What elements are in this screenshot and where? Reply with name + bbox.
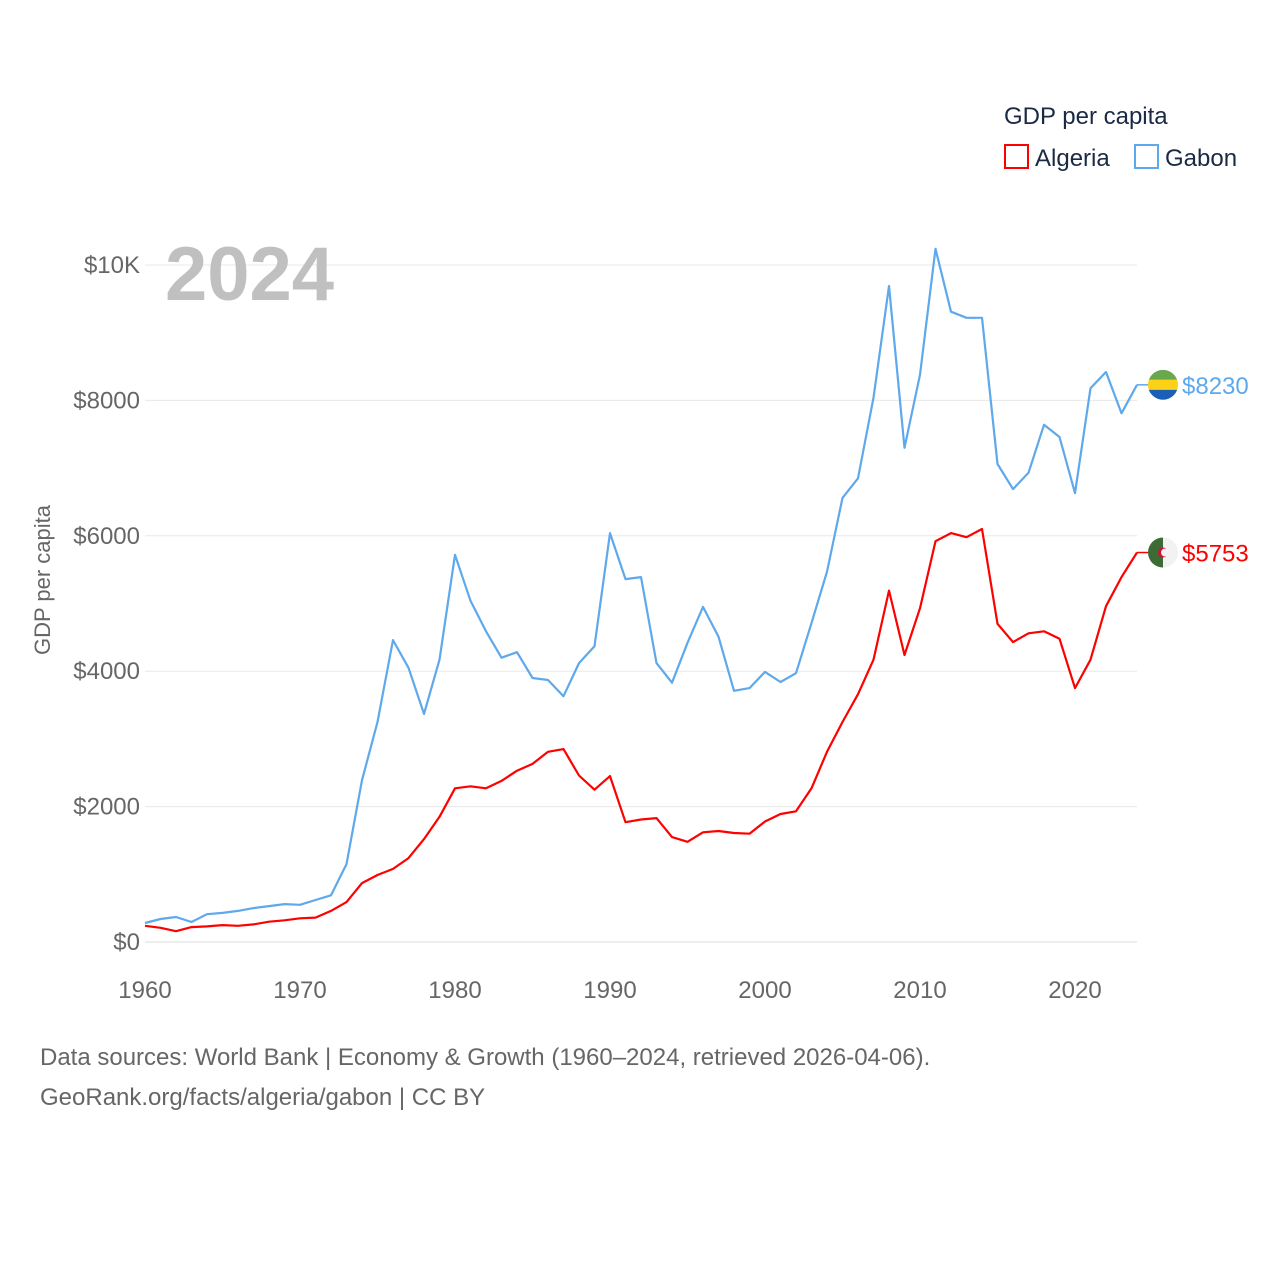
x-tick-label: 1980 xyxy=(428,977,481,1004)
series-line-gabon xyxy=(144,247,1138,925)
legend-title: GDP per capita xyxy=(1004,103,1168,130)
x-tick-label: 2010 xyxy=(893,977,946,1004)
legend-label-algeria[interactable]: Algeria xyxy=(1035,145,1110,172)
footer-link[interactable]: GeoRank.org/facts/algeria/gabon | CC BY xyxy=(40,1084,486,1111)
x-tick-label: 2020 xyxy=(1048,977,1101,1004)
y-tick-label: $6000 xyxy=(73,523,140,550)
x-tick-label: 2000 xyxy=(738,977,791,1004)
year-watermark: 2024 xyxy=(165,232,334,317)
x-tick-label: 1960 xyxy=(118,977,171,1004)
y-tick-label: $8000 xyxy=(73,387,140,414)
y-axis-label: GDP per capita xyxy=(30,504,55,655)
y-tick-label: $0 xyxy=(113,929,140,956)
series-line-algeria xyxy=(144,527,1138,933)
y-tick-label: $2000 xyxy=(73,794,140,821)
legend-label-gabon[interactable]: Gabon xyxy=(1165,145,1237,172)
legend: GDP per capita Algeria Gabon xyxy=(1004,103,1237,172)
legend-swatch-gabon xyxy=(1134,144,1159,169)
x-tick-label: 1990 xyxy=(583,977,636,1004)
legend-swatch-algeria xyxy=(1004,144,1029,169)
end-value-label-algeria: $5753 xyxy=(1182,541,1249,568)
y-tick-label: $4000 xyxy=(73,658,140,685)
gabon-flag-icon xyxy=(1148,369,1178,400)
x-tick-label: 1970 xyxy=(273,977,326,1004)
y-tick-label: $10K xyxy=(84,252,140,279)
footer-sources: Data sources: World Bank | Economy & Gro… xyxy=(40,1044,931,1071)
algeria-flag-icon xyxy=(1148,537,1178,568)
end-value-label-gabon: $8230 xyxy=(1182,373,1249,400)
